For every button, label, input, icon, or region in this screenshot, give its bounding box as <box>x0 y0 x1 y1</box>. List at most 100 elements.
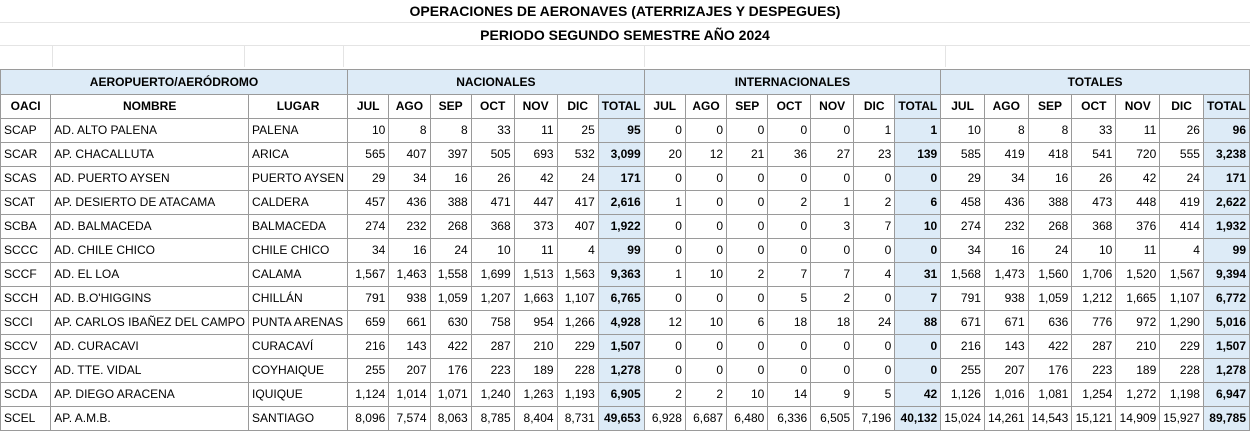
cell-tot-value: 189 <box>1115 358 1161 383</box>
cell-oaci: SCEL <box>0 406 52 431</box>
sheet-gridline <box>0 22 1250 23</box>
col-int-total: TOTAL <box>894 94 942 119</box>
cell-lugar: CURACAVÍ <box>248 334 349 359</box>
cell-oaci: SCCH <box>0 286 52 311</box>
cell-nac-value: 274 <box>347 214 390 239</box>
cell-int-value: 0 <box>684 190 728 215</box>
cell-int-total: 40,132 <box>894 406 942 431</box>
cell-tot-value: 10 <box>940 118 985 143</box>
cell-tot-value: 255 <box>940 358 985 383</box>
cell-nombre: AD. CHILE CHICO <box>50 238 250 263</box>
sheet-gridline <box>945 45 946 67</box>
cell-nac-value: 457 <box>347 190 390 215</box>
cell-tot-value: 1,665 <box>1115 286 1161 311</box>
cell-tot-value: 671 <box>983 310 1029 335</box>
cell-nac-total: 9,363 <box>597 262 645 287</box>
cell-tot-value: 42 <box>1115 166 1161 191</box>
cell-int-value: 0 <box>726 358 769 383</box>
cell-tot-value: 671 <box>940 310 985 335</box>
cell-tot-value: 388 <box>1027 190 1073 215</box>
cell-tot-value: 274 <box>940 214 985 239</box>
cell-int-value: 0 <box>726 190 769 215</box>
cell-int-value: 0 <box>810 238 855 263</box>
col-oaci: OACI <box>0 94 52 119</box>
cell-int-value: 7 <box>810 262 855 287</box>
cell-nac-value: 25 <box>556 118 599 143</box>
cell-nac-value: 791 <box>347 286 390 311</box>
cell-tot-value: 229 <box>1159 334 1204 359</box>
cell-nac-value: 938 <box>388 286 431 311</box>
cell-tot-value: 422 <box>1027 334 1073 359</box>
cell-nac-value: 397 <box>429 142 472 167</box>
cell-nac-value: 34 <box>347 238 390 263</box>
cell-nac-value: 10 <box>347 118 390 143</box>
table-row: SCCH AD. B.O'HIGGINS CHILLÁN 791 938 1,059 1,2… <box>0 286 1250 311</box>
cell-int-value: 0 <box>684 358 728 383</box>
col-nac-nov: NOV <box>513 94 558 119</box>
cell-nac-value: 368 <box>470 214 515 239</box>
cell-tot-total: 6,772 <box>1202 286 1250 311</box>
cell-int-value: 1 <box>643 262 686 287</box>
cell-nac-value: 8,731 <box>556 406 599 431</box>
cell-tot-value: 972 <box>1115 310 1161 335</box>
cell-nac-value: 223 <box>470 358 515 383</box>
cell-tot-value: 376 <box>1115 214 1161 239</box>
cell-int-value: 5 <box>853 382 896 407</box>
cell-int-value: 2 <box>643 382 686 407</box>
cell-nombre: AD. B.O'HIGGINS <box>50 286 250 311</box>
cell-tot-value: 287 <box>1071 334 1117 359</box>
cell-tot-value: 228 <box>1159 358 1204 383</box>
cell-int-value: 0 <box>853 238 896 263</box>
cell-tot-value: 14,261 <box>983 406 1029 431</box>
cell-nac-value: 207 <box>388 358 431 383</box>
cell-nac-value: 42 <box>513 166 558 191</box>
cell-tot-value: 268 <box>1027 214 1073 239</box>
cell-lugar: CALAMA <box>248 262 349 287</box>
col-nombre: NOMBRE <box>50 94 250 119</box>
cell-tot-total: 9,394 <box>1202 262 1250 287</box>
cell-int-value: 3 <box>810 214 855 239</box>
cell-nac-value: 422 <box>429 334 472 359</box>
cell-nac-value: 4 <box>556 238 599 263</box>
cell-tot-value: 26 <box>1071 166 1117 191</box>
cell-tot-total: 1,932 <box>1202 214 1250 239</box>
cell-int-value: 0 <box>684 286 728 311</box>
cell-nac-value: 24 <box>556 166 599 191</box>
cell-nac-value: 24 <box>429 238 472 263</box>
cell-tot-total: 6,947 <box>1202 382 1250 407</box>
cell-int-value: 0 <box>853 166 896 191</box>
cell-tot-value: 555 <box>1159 142 1204 167</box>
cell-nac-value: 661 <box>388 310 431 335</box>
cell-nac-value: 1,014 <box>388 382 431 407</box>
cell-int-value: 18 <box>810 310 855 335</box>
group-nacionales: NACIONALES <box>347 69 645 95</box>
cell-int-value: 0 <box>853 334 896 359</box>
cell-int-value: 0 <box>853 286 896 311</box>
group-airport: AEROPUERTO/AERÓDROMO <box>0 69 349 95</box>
cell-oaci: SCCF <box>0 262 52 287</box>
cell-tot-value: 1,198 <box>1159 382 1204 407</box>
cell-nac-total: 95 <box>597 118 645 143</box>
cell-nac-value: 8,096 <box>347 406 390 431</box>
cell-oaci: SCAT <box>0 190 52 215</box>
cell-nombre: AD. PUERTO AYSEN <box>50 166 250 191</box>
cell-lugar: ARICA <box>248 142 349 167</box>
cell-tot-value: 15,927 <box>1159 406 1204 431</box>
cell-int-value: 0 <box>810 334 855 359</box>
col-tot-total: TOTAL <box>1202 94 1250 119</box>
cell-tot-value: 585 <box>940 142 985 167</box>
group-totales: TOTALES <box>940 69 1250 95</box>
cell-nac-value: 268 <box>429 214 472 239</box>
cell-nac-value: 471 <box>470 190 515 215</box>
cell-tot-value: 1,126 <box>940 382 985 407</box>
cell-tot-value: 1,706 <box>1071 262 1117 287</box>
cell-nombre: AP. CARLOS IBAÑEZ DEL CAMPO <box>50 310 250 335</box>
cell-nac-value: 1,663 <box>513 286 558 311</box>
cell-tot-total: 3,238 <box>1202 142 1250 167</box>
cell-int-value: 6,687 <box>684 406 728 431</box>
cell-tot-value: 11 <box>1115 238 1161 263</box>
cell-int-value: 0 <box>684 214 728 239</box>
cell-nac-value: 16 <box>429 166 472 191</box>
cell-int-value: 20 <box>643 142 686 167</box>
cell-int-total: 139 <box>894 142 942 167</box>
